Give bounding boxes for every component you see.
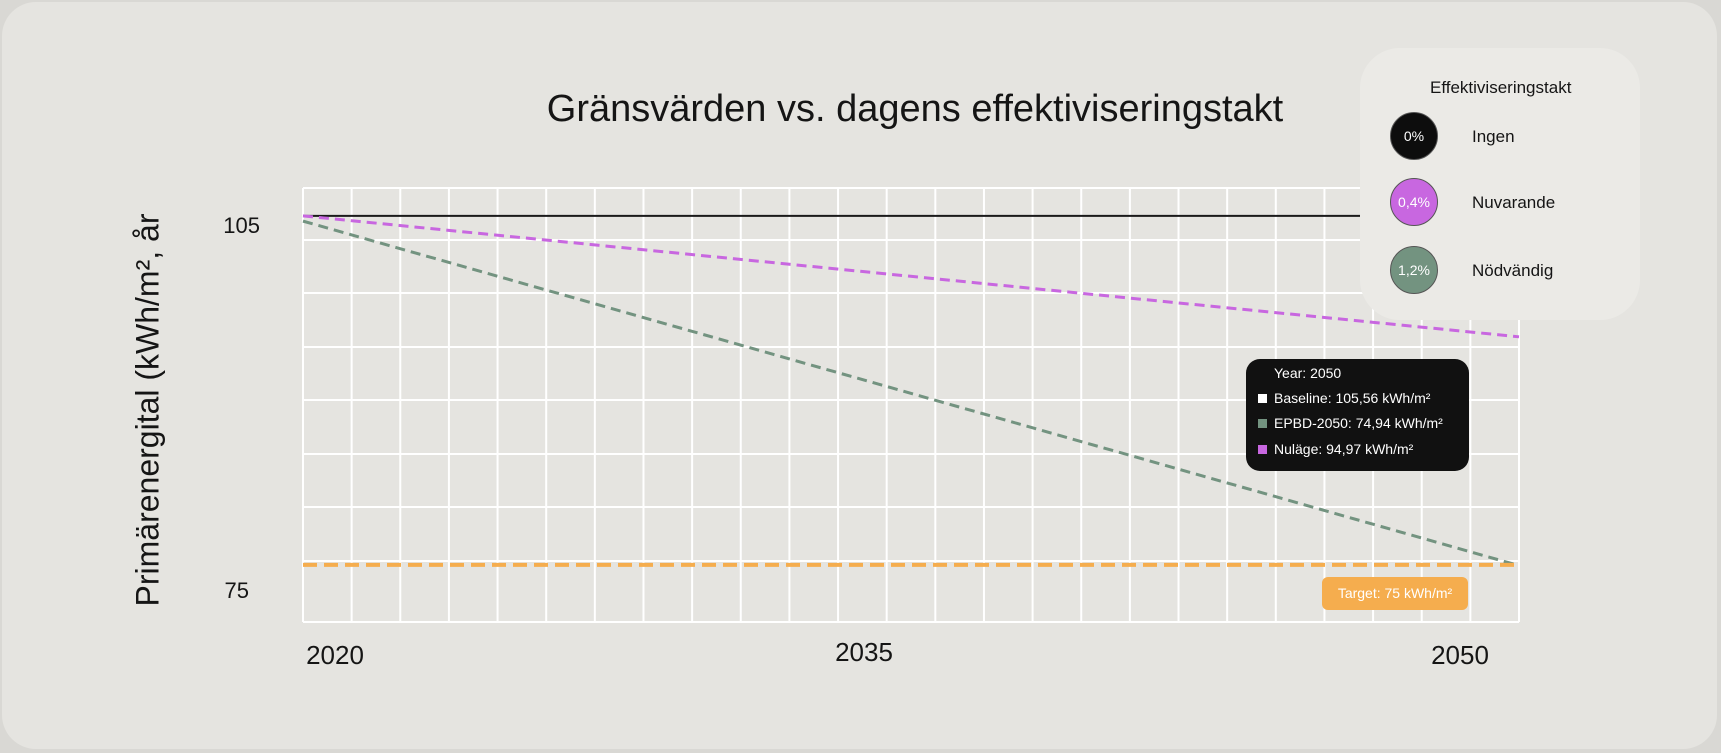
tooltip-row-text: Nuläge: 94,97 kWh/m² [1274,441,1414,457]
series-line-nulage [302,214,1520,339]
series-line-epbd [302,219,1520,568]
tooltip-row-text: Baseline: 105,56 kWh/m² [1274,390,1431,406]
tooltip-row-text: EPBD-2050: 74,94 kWh/m² [1274,415,1443,431]
legend-item-ingen[interactable]: 0% Ingen [1390,112,1610,164]
x-tick-label: 2050 [1431,640,1489,670]
tooltip: Year: 2050 Baseline: 105,56 kWh/m² EPBD-… [1246,359,1469,471]
legend-marker: 0,4% [1390,178,1438,226]
epbd-swatch [1258,419,1267,428]
x-tick-label: 2020 [306,640,364,670]
legend: Effektiviseringstakt 0% Ingen 0,4% Nuvar… [1360,48,1640,320]
tooltip-row-epbd: EPBD-2050: 74,94 kWh/m² [1258,415,1443,431]
tooltip-year: Year: 2050 [1274,365,1342,381]
target-badge: Target: 75 kWh/m² [1322,577,1468,610]
series-lines [302,214,1520,568]
tooltip-row-baseline: Baseline: 105,56 kWh/m² [1258,390,1430,406]
legend-label: Nödvändig [1472,261,1554,280]
y-tick-label: 75 [224,578,249,603]
legend-label: Nuvarande [1472,193,1556,212]
legend-title: Effektiviseringstakt [1430,78,1572,97]
y-tick-label: 105 [223,213,260,238]
legend-label: Ingen [1472,127,1515,146]
legend-item-nuvarande[interactable]: 0,4% Nuvarande [1390,178,1610,230]
nulage-swatch [1258,445,1267,454]
tooltip-row-nulage: Nuläge: 94,97 kWh/m² [1258,441,1413,457]
baseline-swatch [1258,394,1267,403]
legend-marker: 1,2% [1390,246,1438,294]
x-tick-label: 2035 [835,637,893,667]
chart-title: Gränsvärden vs. dagens effektiviseringst… [546,88,1284,130]
legend-marker: 0% [1390,112,1438,160]
legend-item-nodvandig[interactable]: 1,2% Nödvändig [1390,246,1610,298]
